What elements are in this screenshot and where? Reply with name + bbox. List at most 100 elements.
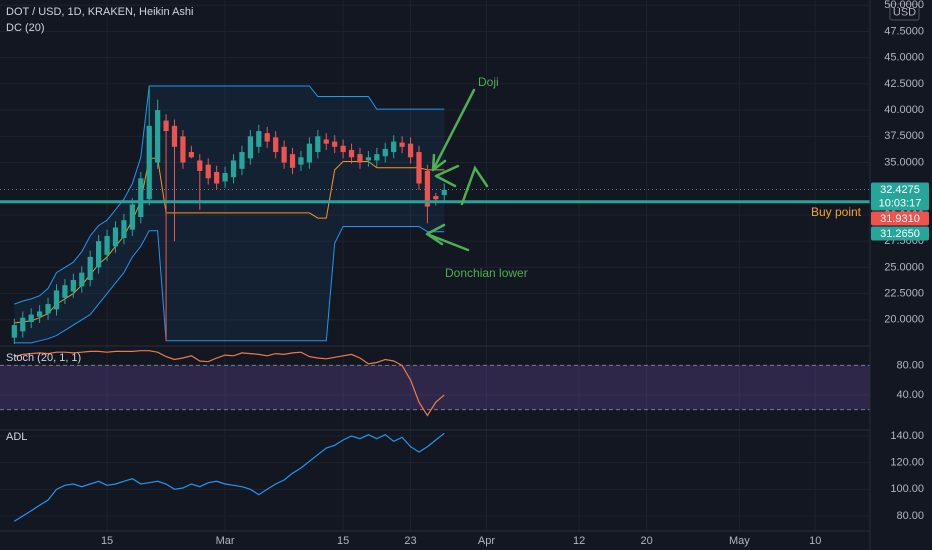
x-tick-label: 15 (337, 535, 349, 547)
line-label: Buy point (811, 205, 862, 219)
candle-body (163, 120, 169, 132)
y-tick-label: 45.0000 (884, 52, 924, 64)
y-tick-label: 80.00 (896, 510, 924, 522)
y-tick-label: 42.5000 (884, 78, 924, 90)
candle-body (281, 146, 287, 163)
y-tick-label: 25.0000 (884, 261, 924, 273)
candle-body (433, 196, 439, 200)
candle-body (399, 142, 405, 147)
indicator-label: DC (20) (6, 22, 45, 34)
channel-fill (14, 86, 445, 343)
candle-body (45, 304, 51, 314)
y-tick-label: 35.0000 (884, 156, 924, 168)
candle-body (357, 154, 363, 163)
candle-body (180, 136, 186, 163)
candle-body (188, 152, 194, 158)
candle-body (365, 157, 372, 161)
arrows (425, 88, 489, 252)
candle-body (391, 141, 397, 153)
candle-body (424, 170, 431, 207)
x-tick-label: 20 (640, 535, 652, 547)
candle-body (256, 131, 262, 147)
currency[interactable]: USD (893, 6, 916, 18)
y-tick-label: 80.00 (896, 359, 924, 371)
x-tick-label: Mar (216, 535, 235, 547)
candle-body (79, 272, 85, 287)
y-tick-label: 47.5000 (884, 25, 924, 37)
price-tag (871, 182, 929, 211)
price-tag-label: 31.2650 (880, 228, 920, 240)
y-tick-label: 40.00 (896, 389, 924, 401)
candle-body (222, 173, 228, 182)
candle-body (20, 317, 26, 332)
arrow (425, 223, 470, 252)
price-tag (871, 226, 929, 241)
candle-body (407, 143, 414, 158)
price-tag-label: 32.4275 (880, 184, 920, 196)
candle-body (70, 279, 76, 292)
plot (0, 85, 870, 522)
price-tag (871, 211, 929, 226)
x-tick-label: 23 (404, 535, 416, 547)
candle-body (104, 235, 110, 255)
candle-body (11, 325, 17, 338)
candle-body (264, 133, 270, 142)
candle-body (441, 189, 447, 196)
channel-lower (14, 226, 445, 344)
band-fill (0, 365, 870, 410)
x-tick-label: May (729, 535, 750, 547)
candle-body (340, 145, 346, 153)
y-tick-label: 100.00 (890, 483, 924, 495)
indicator-label: Stoch (20, 1, 1) (6, 352, 81, 364)
annotation: Doji (478, 75, 499, 89)
candle-body (138, 178, 144, 218)
candle-body (205, 164, 211, 179)
candle-body (273, 137, 279, 153)
candle-body (214, 171, 220, 184)
candle-body (382, 148, 388, 157)
candle-body (416, 152, 422, 184)
currency-box[interactable] (889, 3, 920, 21)
annotation: Donchian lower (445, 266, 528, 280)
channel-basis (14, 157, 445, 324)
series-line (14, 350, 445, 417)
candle-body (121, 220, 127, 239)
candle-body (348, 149, 355, 158)
candle-body (315, 136, 321, 153)
candle-body (230, 160, 237, 178)
candle-body (323, 139, 329, 144)
y-tick-label: 37.5000 (884, 130, 924, 142)
y-tick-label: 40.0000 (884, 104, 924, 116)
x-tick-label: 15 (101, 535, 113, 547)
candle-body (306, 143, 313, 163)
candle-body (96, 241, 102, 268)
candle-body (87, 256, 93, 280)
candle-body (129, 204, 135, 230)
arrow (434, 164, 460, 188)
candle-body (197, 160, 203, 171)
chart-title: DOT / USD, 1D, KRAKEN, Heikin Ashi (6, 6, 193, 18)
price-tag-label: 31.9310 (880, 213, 920, 225)
candle-body (28, 314, 34, 322)
candle-body (171, 125, 178, 147)
candle-body (146, 125, 152, 200)
y-tick-label: 50.0000 (884, 0, 924, 11)
candle-body (374, 154, 380, 161)
candle-body (53, 290, 60, 310)
candle-body (289, 154, 296, 168)
grid (0, 0, 870, 531)
candle-body (62, 285, 68, 298)
x-tick-label: 10 (809, 535, 821, 547)
candle-body (155, 110, 161, 163)
x-tick-label: Apr (478, 535, 495, 547)
candle-body (37, 311, 43, 317)
arrow (431, 88, 476, 172)
series-line (13, 432, 445, 522)
y-tick-label: 140.00 (890, 430, 924, 442)
candle-body (112, 227, 119, 247)
candle-body (332, 141, 338, 147)
candle-body (298, 157, 304, 165)
y-tick-label: 22.5000 (884, 288, 924, 300)
